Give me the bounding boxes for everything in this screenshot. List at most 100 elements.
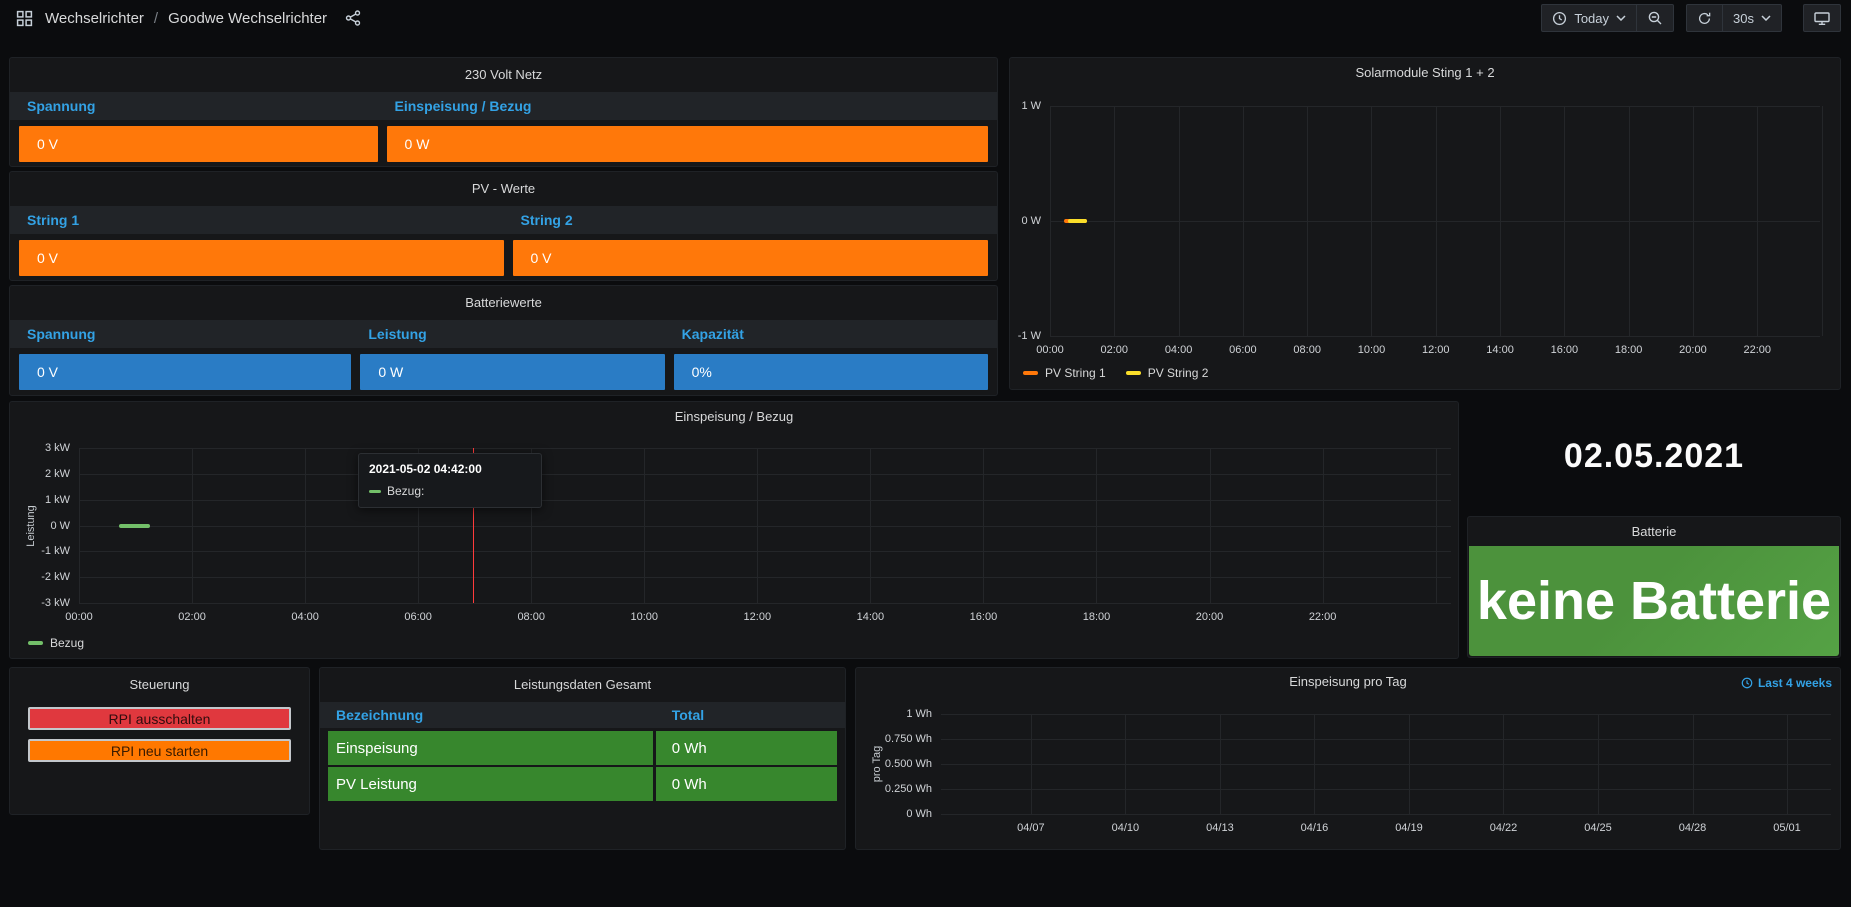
table-cell-einspeisung: Einspeisung [328, 731, 653, 765]
zoom-out-icon [1648, 11, 1662, 25]
column-header-einspeisung-bezug[interactable]: Einspeisung / Bezug [394, 98, 532, 114]
gridline-vertical [1787, 714, 1789, 814]
refresh-icon [1699, 12, 1711, 24]
legend-item-pv-string-2[interactable]: PV String 2 [1125, 366, 1209, 380]
y-axis-tick-label: 1 Wh [906, 708, 932, 720]
zoom-out-button[interactable] [1636, 5, 1673, 31]
gridline-vertical [1757, 106, 1759, 336]
legend-item-pv-string-1[interactable]: PV String 1 [1023, 366, 1106, 380]
legend-color-dash [28, 641, 43, 645]
legend-label[interactable]: PV String 2 [1147, 366, 1209, 380]
column-header-bezeichnung[interactable]: Bezeichnung [336, 707, 424, 723]
gridline-vertical [1050, 106, 1051, 336]
current-date-value: 02.05.2021 [1563, 436, 1745, 475]
breadcrumb-dashboard-name[interactable]: Goodwe Wechselrichter [168, 9, 328, 27]
x-axis-tick-label: 22:00 [1743, 344, 1771, 356]
chart-tooltip: 2021-05-02 04:42:00 Bezug: [358, 453, 542, 508]
gridline-vertical [1030, 714, 1032, 814]
panel-title[interactable]: PV - Werte [471, 181, 536, 196]
column-header-string-1[interactable]: String 1 [27, 212, 80, 228]
tooltip-series-row: Bezug: [369, 484, 529, 498]
top-navigation-bar: Wechselrichter / Goodwe Wechselrichter T… [0, 0, 1851, 36]
chevron-down-icon [1761, 15, 1771, 21]
time-range-badge[interactable]: Last 4 weeks [1741, 676, 1832, 690]
stat-cell-string-2: 0 V [512, 240, 988, 276]
column-header-leistung[interactable]: Leistung [368, 326, 427, 342]
panel-title[interactable]: Leistungsdaten Gesamt [513, 677, 652, 692]
gridline-horizontal [79, 577, 1451, 579]
gridline-horizontal [79, 473, 1451, 475]
panel-solarmodule-chart: Solarmodule Sting 1 + 2 1 W 0 W -1 W 00:00 0… [1009, 57, 1841, 390]
y-axis-tick-label: -1 kW [41, 545, 70, 558]
legend-label[interactable]: PV String 1 [1045, 366, 1106, 380]
x-axis-tick-label: 18:00 [1082, 611, 1111, 623]
panel-einspeisung-bezug-chart: Einspeisung / Bezug 2021-05-02 04:42:00 … [9, 401, 1459, 659]
table-cell-pv-leistung-total: 0 Wh [655, 767, 837, 801]
x-axis-tick-label: 08:00 [517, 611, 545, 623]
gridline-horizontal [79, 603, 1451, 604]
legend-item-bezug[interactable]: Bezug [28, 636, 84, 650]
solarmodule-time-series-chart[interactable]: 1 W 0 W -1 W 00:00 02:00 04:00 06:00 08:00 10:00… [1010, 88, 1842, 388]
gridline-vertical [1178, 106, 1180, 336]
gridline-horizontal [941, 764, 1831, 765]
gridline-vertical [418, 448, 420, 603]
rpi-neu-starten-button[interactable]: RPI neu starten [28, 739, 291, 762]
y-axis-tick-label: -3 kW [41, 597, 70, 609]
gridline-horizontal [1050, 221, 1820, 222]
gridline-vertical [531, 448, 533, 603]
table-header-row: String 1 String 2 [10, 206, 997, 234]
share-icon[interactable] [345, 10, 361, 26]
apps-grid-icon [16, 10, 33, 26]
time-range-picker[interactable]: Today [1542, 5, 1636, 31]
table-header-row: Spannung Einspeisung / Bezug [10, 92, 997, 120]
panel-title[interactable]: Einspeisung / Bezug [674, 409, 794, 424]
panel-title[interactable]: 230 Volt Netz [464, 67, 543, 82]
stat-row: 0 V 0 W 0% [10, 354, 997, 390]
panel-title[interactable]: Batteriewerte [465, 295, 542, 310]
panel-einspeisung-pro-tag: Einspeisung pro Tag Last 4 weeks 1 Wh 0.7… [855, 667, 1841, 850]
x-axis-tick-label: 04/07 [1017, 822, 1045, 834]
gridline-vertical [1435, 106, 1437, 336]
kiosk-mode-button[interactable] [1804, 5, 1840, 31]
legend-color-dash [1125, 371, 1141, 375]
x-axis-tick-label: 10:00 [630, 611, 659, 623]
gridline-vertical [1209, 448, 1211, 603]
stat-cell-batterie-spannung: 0 V [19, 354, 352, 390]
y-axis-tick-label: 0 W [50, 519, 70, 532]
einspeisung-pro-tag-chart[interactable]: 1 Wh 0.750 Wh 0.500 Wh 0.250 Wh 0 Wh 04/07 04/… [856, 696, 1842, 846]
legend-label[interactable]: Bezug [50, 636, 85, 650]
stat-cell-netz-spannung: 0 V [19, 126, 378, 162]
tooltip-timestamp: 2021-05-02 04:42:00 [369, 462, 482, 476]
monitor-icon [1814, 11, 1830, 25]
breadcrumb-dashboard-folder[interactable]: Wechselrichter [45, 9, 144, 27]
gridline-vertical [870, 448, 872, 603]
dashboard-grid-icon[interactable] [16, 10, 33, 27]
series-line-bezug [119, 523, 150, 528]
panel-title[interactable]: Einspeisung pro Tag [1289, 674, 1407, 689]
rpi-ausschalten-button[interactable]: RPI ausschalten [28, 707, 291, 730]
gridline-vertical [1125, 714, 1127, 814]
column-header-kapazitaet[interactable]: Kapazität [681, 326, 744, 342]
x-axis-tick-label: 12:00 [1422, 344, 1450, 356]
panel-title[interactable]: Batterie [1631, 524, 1677, 539]
gridline-horizontal [941, 789, 1831, 790]
gridline-vertical [1628, 106, 1630, 336]
chart-legend: PV String 1 PV String 2 [1023, 366, 1208, 380]
einspeisung-bezug-time-series-chart[interactable]: 2021-05-02 04:42:00 Bezug: 3 kW 2 kW 1 kW 0… [10, 432, 1460, 632]
panel-batterie: Batterie keine Batterie [1467, 516, 1841, 658]
column-header-total[interactable]: Total [671, 707, 705, 723]
refresh-button[interactable] [1687, 5, 1722, 31]
panel-title[interactable]: Steuerung [129, 677, 190, 692]
x-axis-tick-label: 04:00 [291, 611, 319, 623]
gridline-vertical [1096, 448, 1098, 603]
column-header-string-2[interactable]: String 2 [520, 212, 573, 228]
chevron-down-icon [1616, 15, 1626, 21]
clock-icon [1741, 677, 1753, 689]
panel-title[interactable]: Solarmodule Sting 1 + 2 [1355, 65, 1495, 80]
column-header-spannung[interactable]: Spannung [27, 326, 96, 342]
x-axis-tick-label: 05/01 [1773, 822, 1801, 834]
x-axis-tick-label: 06:00 [404, 611, 432, 623]
column-header-spannung[interactable]: Spannung [27, 98, 96, 114]
chart-legend: Bezug [28, 636, 84, 650]
refresh-interval-picker[interactable]: 30s [1722, 5, 1781, 31]
